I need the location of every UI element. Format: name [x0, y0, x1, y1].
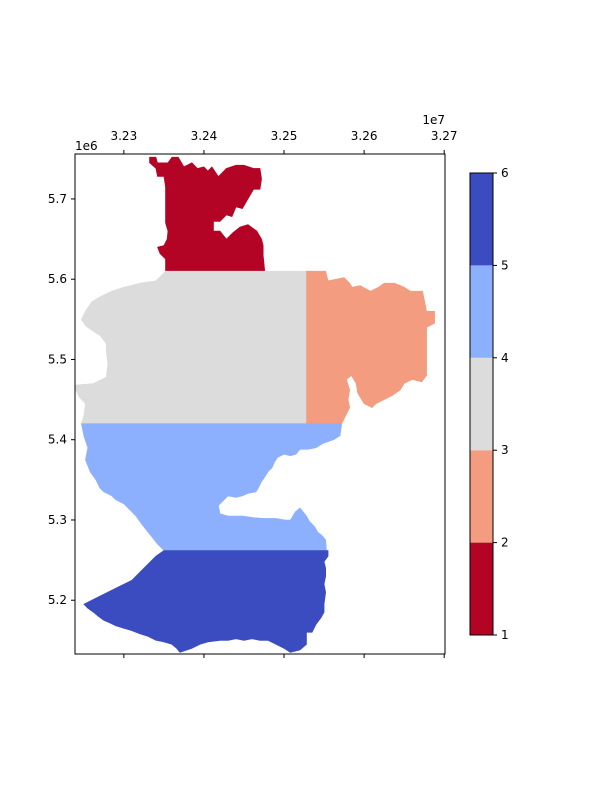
axes-frame — [74, 153, 446, 655]
region-class-3 — [74, 270, 307, 425]
y-tick-label: 5.6 — [48, 272, 67, 286]
x-tick-label: 3.23 — [110, 129, 137, 143]
region-class-2 — [306, 270, 435, 425]
y-axis-ticks: 5.2 5.3 5.4 5.5 5.6 5.7 — [48, 192, 75, 607]
colorbar-tick-label: 5 — [501, 258, 509, 272]
x-axis-offset-label: 1e7 — [422, 113, 445, 127]
y-tick-label: 5.4 — [48, 433, 67, 447]
y-tick-label: 5.2 — [48, 593, 67, 607]
colorbar: 1 2 3 4 5 6 — [469, 166, 509, 642]
colorbar-level — [470, 450, 493, 543]
region-class-1 — [149, 156, 266, 272]
x-axis-ticks: 3.23 3.24 3.25 3.26 3.27 — [110, 129, 458, 658]
map-regions — [74, 156, 435, 653]
colorbar-tick-label: 2 — [501, 536, 509, 550]
x-tick-label: 3.25 — [271, 129, 298, 143]
x-tick-label: 3.26 — [351, 129, 378, 143]
colorbar-level — [470, 357, 493, 451]
y-tick-label: 5.5 — [48, 352, 67, 366]
region-class-5 — [83, 550, 329, 653]
colorbar-tick-label: 4 — [501, 351, 509, 365]
colorbar-level — [470, 542, 493, 635]
colorbar-tick-label: 6 — [501, 166, 509, 180]
y-tick-label: 5.7 — [48, 192, 67, 206]
y-tick-label: 5.3 — [48, 513, 67, 527]
colorbar-frame — [469, 172, 494, 636]
colorbar-tick-label: 3 — [501, 443, 509, 457]
colorbar-level — [470, 173, 493, 266]
x-tick-label: 3.27 — [431, 129, 458, 143]
region-class-4 — [81, 423, 343, 551]
x-tick-label: 3.24 — [191, 129, 218, 143]
colorbar-tick-label: 1 — [501, 628, 509, 642]
colorbar-level — [470, 265, 493, 358]
y-axis-offset-label: 1e6 — [75, 139, 98, 153]
